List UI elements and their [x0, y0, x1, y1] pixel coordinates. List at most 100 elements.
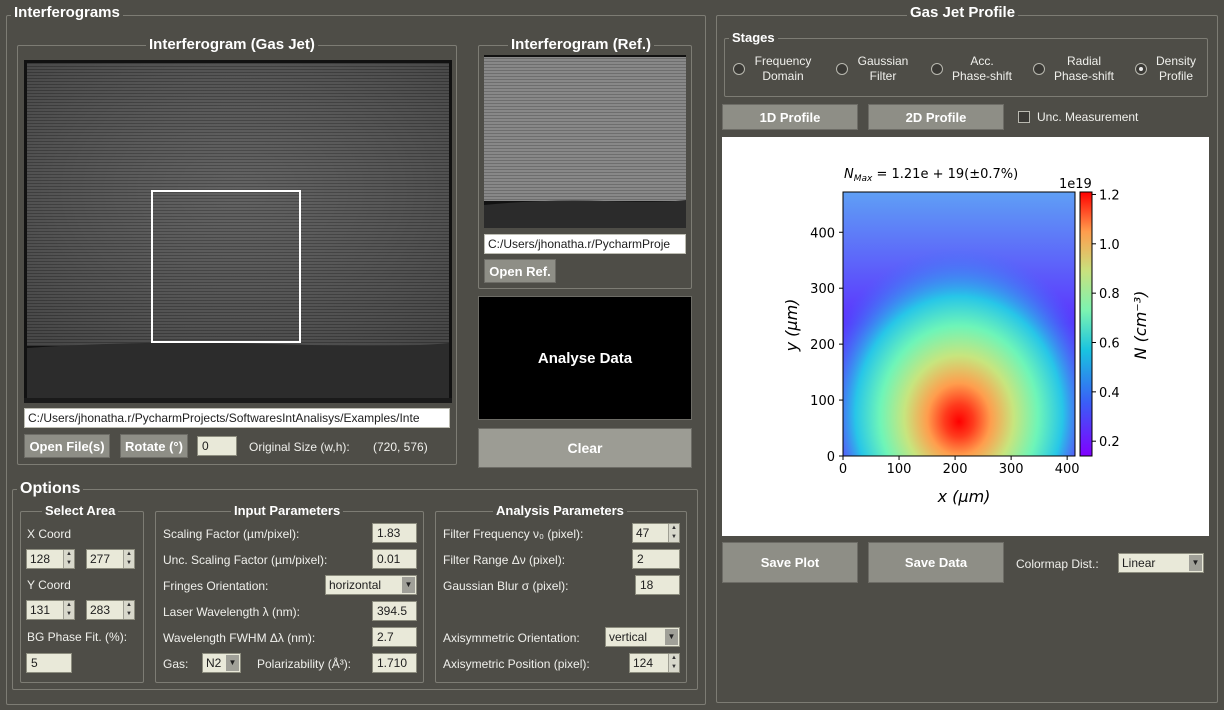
gas-label: Gas:: [163, 657, 189, 671]
y-axis-label: y (µm): [782, 299, 801, 353]
y1-arrows[interactable]: ▲ ▼: [63, 601, 74, 619]
bg-phase-field[interactable]: 5: [26, 653, 72, 673]
gas-jet-profile-title: Gas Jet Profile: [907, 4, 1019, 22]
x2-value: 277: [90, 552, 111, 566]
y2-spinbox[interactable]: 283 ▲ ▼: [86, 600, 135, 620]
polarizability-field[interactable]: 1.710: [372, 653, 417, 673]
y-axis-ticks: 0 100 200 300 400: [810, 226, 843, 465]
y2-arrows[interactable]: ▲ ▼: [123, 601, 134, 619]
axisymmetric-orientation-label: Axisymmetric Orientation:: [443, 631, 580, 645]
save-data-button[interactable]: Save Data: [868, 542, 1004, 583]
colorbar-tick-label: 1.2: [1099, 188, 1120, 203]
reference-path-field[interactable]: C:/Users/jhonatha.r/PycharmProje: [484, 234, 686, 254]
y-coord-label: Y Coord: [27, 578, 71, 592]
laser-wavelength-label: Laser Wavelength λ (nm):: [163, 605, 300, 619]
stage-acc-phase-shift-label[interactable]: Acc. Phase-shift: [951, 54, 1013, 83]
fringes-orientation-value: horizontal: [329, 578, 382, 592]
profile-1d-button[interactable]: 1D Profile: [722, 104, 858, 130]
gas-jet-path-field[interactable]: C:/Users/jhonatha.r/PycharmProjects/Soft…: [24, 408, 450, 428]
stage-density-profile-radio[interactable]: [1135, 63, 1147, 75]
stage-gaussian-filter-radio[interactable]: [836, 63, 848, 75]
stage-gaussian-filter-label[interactable]: Gaussian Filter: [857, 54, 909, 83]
colormap-dropdown-arrow-icon[interactable]: ▼: [1189, 555, 1202, 571]
colorbar-ticks: 0.2 0.4 0.6 0.8 1.0 1.2: [1092, 188, 1120, 450]
filter-frequency-arrows[interactable]: ▲ ▼: [668, 524, 679, 542]
unc-scaling-field[interactable]: 0.01: [372, 549, 417, 569]
gas-jet-image[interactable]: [24, 60, 452, 403]
x1-arrows[interactable]: ▲ ▼: [63, 550, 74, 568]
stage-frequency-domain-radio[interactable]: [733, 63, 745, 75]
stage-frequency-domain-label[interactable]: Frequency Domain: [754, 54, 812, 83]
heatmap-jet-density: [843, 192, 1075, 456]
colorbar-tick-label: 0.2: [1099, 435, 1120, 450]
y-tick-label: 400: [810, 226, 835, 241]
filter-range-field[interactable]: 2: [632, 549, 680, 569]
stage-radial-phase-shift-radio[interactable]: [1033, 63, 1045, 75]
x-tick-label: 200: [943, 462, 968, 477]
plot-canvas: NMax = 1.21e + 19(±0.7%) 0 100 200 300 400 0…: [722, 137, 1209, 536]
rotate-button[interactable]: Rotate (°): [120, 434, 188, 458]
colormap-dist-select[interactable]: Linear ▼: [1118, 553, 1204, 573]
x-tick-label: 100: [887, 462, 912, 477]
filter-frequency-spinbox[interactable]: 47 ▲ ▼: [632, 523, 680, 543]
heatmap-frame: [842, 191, 1076, 457]
interferograms-title: Interferograms: [11, 4, 123, 22]
input-parameters-group: Input Parameters: [155, 503, 424, 683]
axisymmetric-orientation-select[interactable]: vertical ▼: [605, 627, 680, 647]
open-ref-button[interactable]: Open Ref.: [484, 259, 556, 283]
stage-density-profile-label[interactable]: Density Profile: [1155, 54, 1196, 83]
analysis-parameters-title: Analysis Parameters: [493, 503, 627, 519]
laser-wavelength-field[interactable]: 394.5: [372, 601, 417, 621]
stage-acc-phase-shift-radio[interactable]: [931, 63, 943, 75]
colorbar-tick-label: 0.6: [1099, 337, 1120, 352]
gas-select[interactable]: N2 ▼: [202, 653, 241, 673]
axisymmetric-dropdown-arrow-icon[interactable]: ▼: [665, 629, 678, 645]
x1-spinbox[interactable]: 128 ▲ ▼: [26, 549, 75, 569]
x-axis-ticks: 0 100 200 300 400: [839, 456, 1080, 477]
density-heatmap-chart[interactable]: NMax = 1.21e + 19(±0.7%) 0 100 200 300 400 0…: [722, 137, 1209, 536]
fringes-orientation-label: Fringes Orientation:: [163, 579, 269, 593]
scaling-factor-field[interactable]: 1.83: [372, 523, 417, 543]
save-plot-button[interactable]: Save Plot: [722, 542, 858, 583]
open-files-button[interactable]: Open File(s): [24, 434, 110, 458]
axisymmetric-position-value: 124: [633, 656, 654, 670]
polarizability-label: Polarizability (Å³):: [257, 657, 352, 671]
colorbar-tick-label: 0.4: [1099, 386, 1120, 401]
axisymmetric-position-arrows[interactable]: ▲ ▼: [668, 654, 679, 672]
fringes-orientation-select[interactable]: horizontal ▼: [325, 575, 417, 595]
analyse-data-button[interactable]: Analyse Data: [478, 296, 692, 420]
fringes-dropdown-arrow-icon[interactable]: ▼: [402, 577, 415, 593]
y-tick-label: 100: [810, 394, 835, 409]
select-area-title: Select Area: [42, 503, 119, 519]
filter-range-label: Filter Range Δν (pixel):: [443, 553, 566, 567]
reference-image[interactable]: [484, 55, 686, 228]
gaussian-blur-label: Gaussian Blur σ (pixel):: [443, 579, 569, 593]
x-axis-label: x (µm): [937, 487, 991, 506]
gas-dropdown-arrow-icon[interactable]: ▼: [226, 655, 239, 671]
stage-radial-phase-shift-label[interactable]: Radial Phase-shift: [1053, 54, 1115, 83]
y2-value: 283: [90, 603, 111, 617]
y-tick-label: 200: [810, 338, 835, 353]
y-tick-label: 300: [810, 282, 835, 297]
y1-spinbox[interactable]: 131 ▲ ▼: [26, 600, 75, 620]
gaussian-blur-field[interactable]: 18: [635, 575, 680, 595]
clear-button[interactable]: Clear: [478, 428, 692, 468]
colorbar-label: N (cm⁻³): [1131, 291, 1150, 360]
x2-spinbox[interactable]: 277 ▲ ▼: [86, 549, 135, 569]
fwhm-field[interactable]: 2.7: [372, 627, 417, 647]
profile-2d-button[interactable]: 2D Profile: [868, 104, 1004, 130]
selection-rectangle[interactable]: [151, 190, 301, 343]
x2-arrows[interactable]: ▲ ▼: [123, 550, 134, 568]
filter-frequency-value: 47: [636, 526, 650, 540]
original-size-label: Original Size (w,h):: [249, 440, 350, 454]
axisymmetric-orientation-value: vertical: [609, 630, 648, 644]
axisymmetric-position-spinbox[interactable]: 124 ▲ ▼: [629, 653, 680, 673]
y1-value: 131: [30, 603, 51, 617]
rotate-angle-field[interactable]: 0: [197, 436, 237, 456]
heatmap-plot-area: [842, 191, 1076, 457]
unc-measurement-checkbox[interactable]: [1018, 111, 1030, 123]
colorbar-tick-label: 1.0: [1099, 238, 1120, 253]
bg-phase-label: BG Phase Fit. (%):: [27, 630, 128, 644]
colormap-dist-value: Linear: [1122, 556, 1156, 570]
options-group: Options: [12, 480, 698, 690]
